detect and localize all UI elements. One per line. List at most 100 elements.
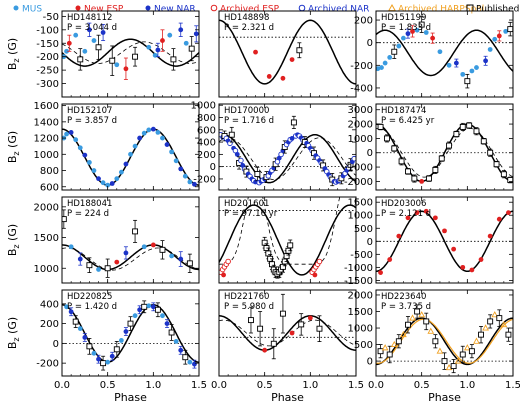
data-point	[104, 265, 111, 272]
panel-subtitle: P = 3.044 d	[67, 23, 117, 33]
data-point	[66, 40, 72, 46]
data-point	[221, 272, 226, 278]
data-point	[100, 360, 107, 367]
x-tick-label: 0.0	[368, 380, 384, 391]
data-point	[287, 242, 294, 249]
plot-area	[219, 293, 356, 360]
y-label-unit: (G)	[6, 38, 19, 59]
data-point	[405, 168, 411, 175]
legend-label: MUS	[22, 5, 42, 15]
data-point	[173, 339, 179, 344]
data-point	[409, 314, 416, 321]
data-point	[460, 264, 466, 270]
data-point	[507, 26, 513, 33]
legend-marker	[75, 5, 81, 11]
data-point	[450, 363, 457, 370]
plot-area	[219, 197, 356, 279]
plot-area	[62, 126, 199, 188]
data-point	[483, 58, 488, 64]
data-point	[257, 325, 264, 332]
y-label-sub: z	[12, 151, 21, 155]
data-point	[141, 303, 148, 310]
x-tick-label: 1.5	[348, 380, 364, 391]
panel-frame	[218, 103, 357, 191]
data-point	[96, 267, 101, 272]
data-point	[132, 143, 138, 149]
data-point	[401, 35, 406, 41]
fit-curve	[62, 244, 199, 271]
data-point	[432, 166, 439, 173]
data-point	[445, 363, 453, 371]
data-point	[386, 351, 393, 358]
data-point	[463, 344, 471, 351]
data-point	[436, 347, 444, 354]
data-point	[492, 36, 498, 42]
data-point	[155, 47, 161, 53]
y-axis-label: Bz (G)	[6, 317, 21, 349]
data-point	[414, 210, 420, 216]
y-tick-label: -2000	[344, 177, 373, 188]
data-point	[146, 127, 152, 133]
data-point	[123, 161, 129, 167]
data-point	[178, 166, 184, 172]
data-point	[118, 169, 124, 175]
y-tick-label: 600	[40, 182, 59, 193]
data-point	[473, 337, 480, 344]
data-point	[289, 330, 295, 336]
data-point	[170, 56, 177, 63]
data-point	[62, 216, 67, 223]
y-tick-label: -200	[36, 52, 59, 63]
y-tick-label: 600	[197, 125, 216, 136]
data-point	[387, 257, 393, 262]
data-point	[493, 161, 500, 168]
panel-title: HD148898	[224, 13, 269, 23]
data-point	[234, 151, 240, 157]
y-tick-label: 0	[367, 237, 373, 248]
data-point	[228, 131, 235, 138]
data-point	[186, 260, 193, 267]
panel-frame	[375, 289, 514, 377]
data-point	[178, 27, 184, 33]
data-point	[64, 304, 69, 310]
y-tick-label: 1400	[34, 117, 59, 128]
data-point	[182, 173, 188, 179]
y-tick-label: 1200	[34, 134, 59, 145]
panel-frame	[61, 196, 200, 284]
y-tick-label: 1600	[34, 101, 59, 112]
data-point	[105, 359, 111, 365]
data-point	[248, 317, 254, 324]
legend-item-2: New NAR	[145, 5, 196, 15]
data-point	[398, 158, 405, 165]
y-tick-label: -1000	[344, 263, 373, 274]
data-point	[414, 27, 420, 33]
data-point	[254, 171, 261, 177]
plot-area	[376, 122, 513, 184]
data-point	[464, 78, 471, 85]
data-point	[160, 135, 165, 141]
data-point	[279, 310, 286, 317]
data-point	[113, 346, 120, 353]
data-point	[441, 358, 448, 365]
data-point	[82, 335, 88, 340]
data-point	[496, 315, 503, 322]
data-point	[187, 179, 193, 185]
data-point	[137, 307, 143, 313]
data-point	[91, 168, 97, 173]
model-curve	[219, 137, 356, 181]
panel-subtitle: P = 97.16 yr	[224, 209, 278, 219]
data-point	[446, 62, 452, 68]
plot-area	[376, 16, 513, 89]
y-tick-label: -200	[193, 174, 216, 185]
data-point	[266, 74, 272, 79]
data-point	[500, 320, 508, 328]
y-tick-label: 1000	[34, 150, 59, 161]
y-tick-label: -400	[350, 83, 373, 94]
data-point	[193, 31, 199, 37]
y-tick-label: -500	[350, 250, 373, 261]
data-point	[187, 359, 193, 365]
panel-title: HD152107	[67, 106, 112, 116]
data-point	[453, 131, 460, 138]
